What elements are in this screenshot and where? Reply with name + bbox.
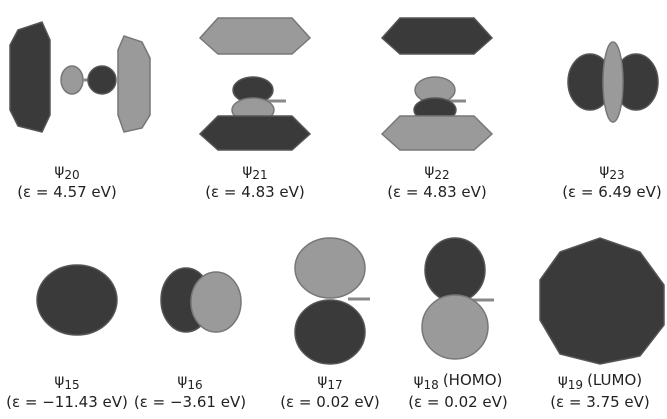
orbital-symbol: ψ [317, 371, 327, 389]
orbital-note: (HOMO) [443, 371, 503, 389]
orbital-index: 19 [568, 378, 583, 392]
orbital-label: ψ18 (HOMO) [414, 371, 503, 392]
orbital-note: (LUMO) [587, 371, 642, 389]
orbital-energy: (ε = 4.83 eV) [205, 183, 305, 201]
orbital-energy: (ε = 4.57 eV) [17, 183, 117, 201]
orbital-label: ψ15 [54, 371, 79, 392]
orbital-energy: (ε = 3.75 eV) [550, 393, 650, 411]
orbital-index: 16 [187, 378, 202, 392]
orbital-index: 17 [327, 378, 342, 392]
orbital-symbol: ψ [54, 371, 64, 389]
orbital-figure: ψ20(ε = 4.57 eV)ψ21(ε = 4.83 eV)ψ22(ε = … [0, 0, 667, 419]
orbital-energy: (ε = 4.83 eV) [387, 183, 487, 201]
orbital-label: ψ19 (LUMO) [558, 371, 642, 392]
orbital-index: 21 [252, 168, 267, 182]
orbital-energy: (ε = 0.02 eV) [280, 393, 380, 411]
orbital-symbol: ψ [242, 161, 252, 179]
orbital-energy: (ε = −3.61 eV) [134, 393, 246, 411]
orbital-index: 15 [64, 378, 79, 392]
orbital-symbol: ψ [54, 161, 64, 179]
orbital-label: ψ23 [599, 161, 624, 182]
orbital-index: 18 [424, 378, 439, 392]
orbital-index: 22 [434, 168, 449, 182]
orbital-energy: (ε = 0.02 eV) [408, 393, 508, 411]
orbital-index: 20 [64, 168, 79, 182]
orbital-energy: (ε = −11.43 eV) [6, 393, 128, 411]
orbital-label: ψ21 [242, 161, 267, 182]
orbital-label: ψ20 [54, 161, 79, 182]
orbital-symbol: ψ [177, 371, 187, 389]
orbital-energy: (ε = 6.49 eV) [562, 183, 662, 201]
orbital-symbol: ψ [424, 161, 434, 179]
orbital-label: ψ22 [424, 161, 449, 182]
orbital-index: 23 [609, 168, 624, 182]
orbital-symbol: ψ [558, 371, 568, 389]
orbital-label: ψ17 [317, 371, 342, 392]
orbital-symbol: ψ [414, 371, 424, 389]
orbital-label: ψ16 [177, 371, 202, 392]
orbital-symbol: ψ [599, 161, 609, 179]
